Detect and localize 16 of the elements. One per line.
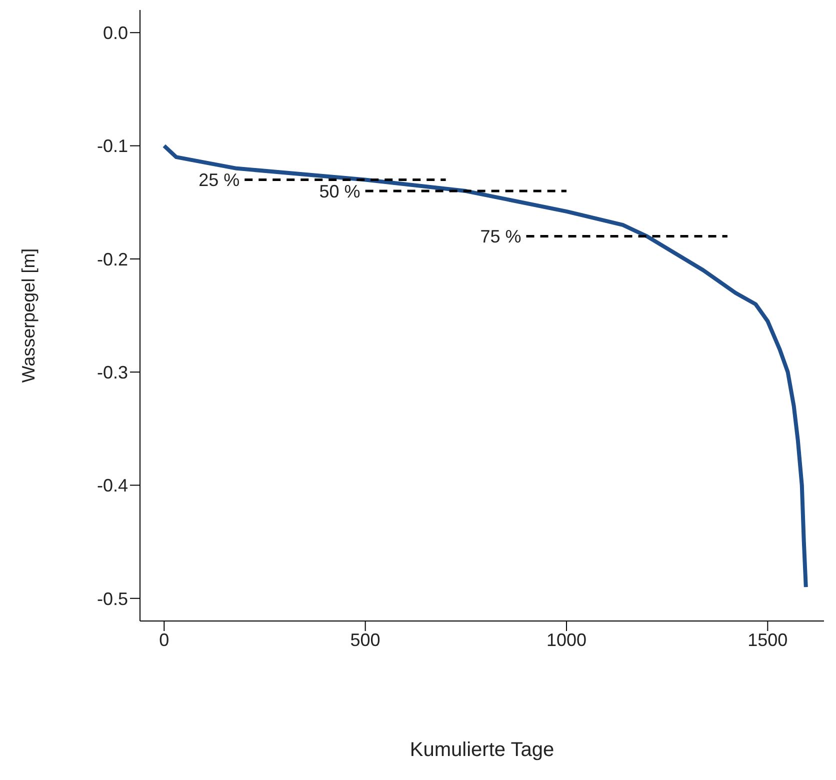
y-tick-label: -0.1 [96,136,128,156]
annotation: 25 % [198,170,240,190]
y-tick-label: 0.0 [102,23,128,44]
y-tick-label: -0.2 [96,249,128,270]
annotation: 75 % [480,226,522,247]
x-tick-label: 0 [159,630,170,650]
x-tick-label: 1500 [748,630,788,650]
y-axis-title: Wasserpegel [m] [18,248,38,383]
line-series [162,144,808,590]
x-tick-label: 1000 [546,630,587,650]
y-tick-label: -0.3 [96,362,128,382]
x-axis-title: Kumulierte Tage [410,739,554,761]
y-tick-label: -0.4 [96,476,128,496]
x-tick-label: 500 [350,630,380,650]
annotation: 50 % [319,181,360,202]
y-tick-label: -0.5 [96,588,128,609]
